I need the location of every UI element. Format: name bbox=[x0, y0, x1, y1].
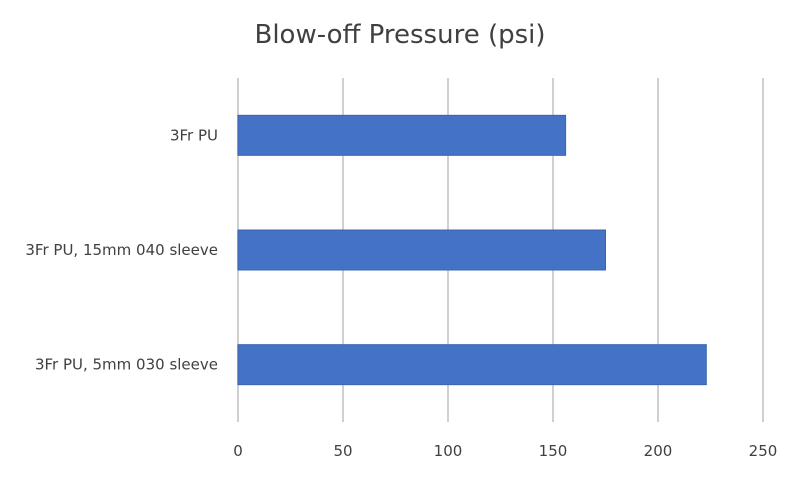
x-tick-label: 250 bbox=[749, 442, 778, 460]
bars bbox=[237, 114, 707, 386]
bar bbox=[237, 344, 707, 386]
bar bbox=[237, 229, 606, 271]
x-tick-label: 0 bbox=[233, 442, 243, 460]
category-labels: 3Fr PU 3Fr PU, 15mm 040 sleeve 3Fr PU, 5mm… bbox=[25, 126, 218, 373]
x-axis-tick-labels: 0 50 100 150 200 250 bbox=[233, 442, 777, 460]
category-label: 3Fr PU, 5mm 030 sleeve bbox=[35, 356, 218, 374]
chart-title: Blow-off Pressure (psi) bbox=[254, 20, 545, 50]
bar bbox=[237, 114, 567, 156]
x-tick-label: 50 bbox=[333, 442, 352, 460]
x-tick-label: 100 bbox=[434, 442, 463, 460]
x-tick-label: 150 bbox=[539, 442, 568, 460]
x-tick-label: 200 bbox=[644, 442, 673, 460]
category-label: 3Fr PU bbox=[170, 126, 218, 144]
category-label: 3Fr PU, 15mm 040 sleeve bbox=[25, 241, 218, 259]
